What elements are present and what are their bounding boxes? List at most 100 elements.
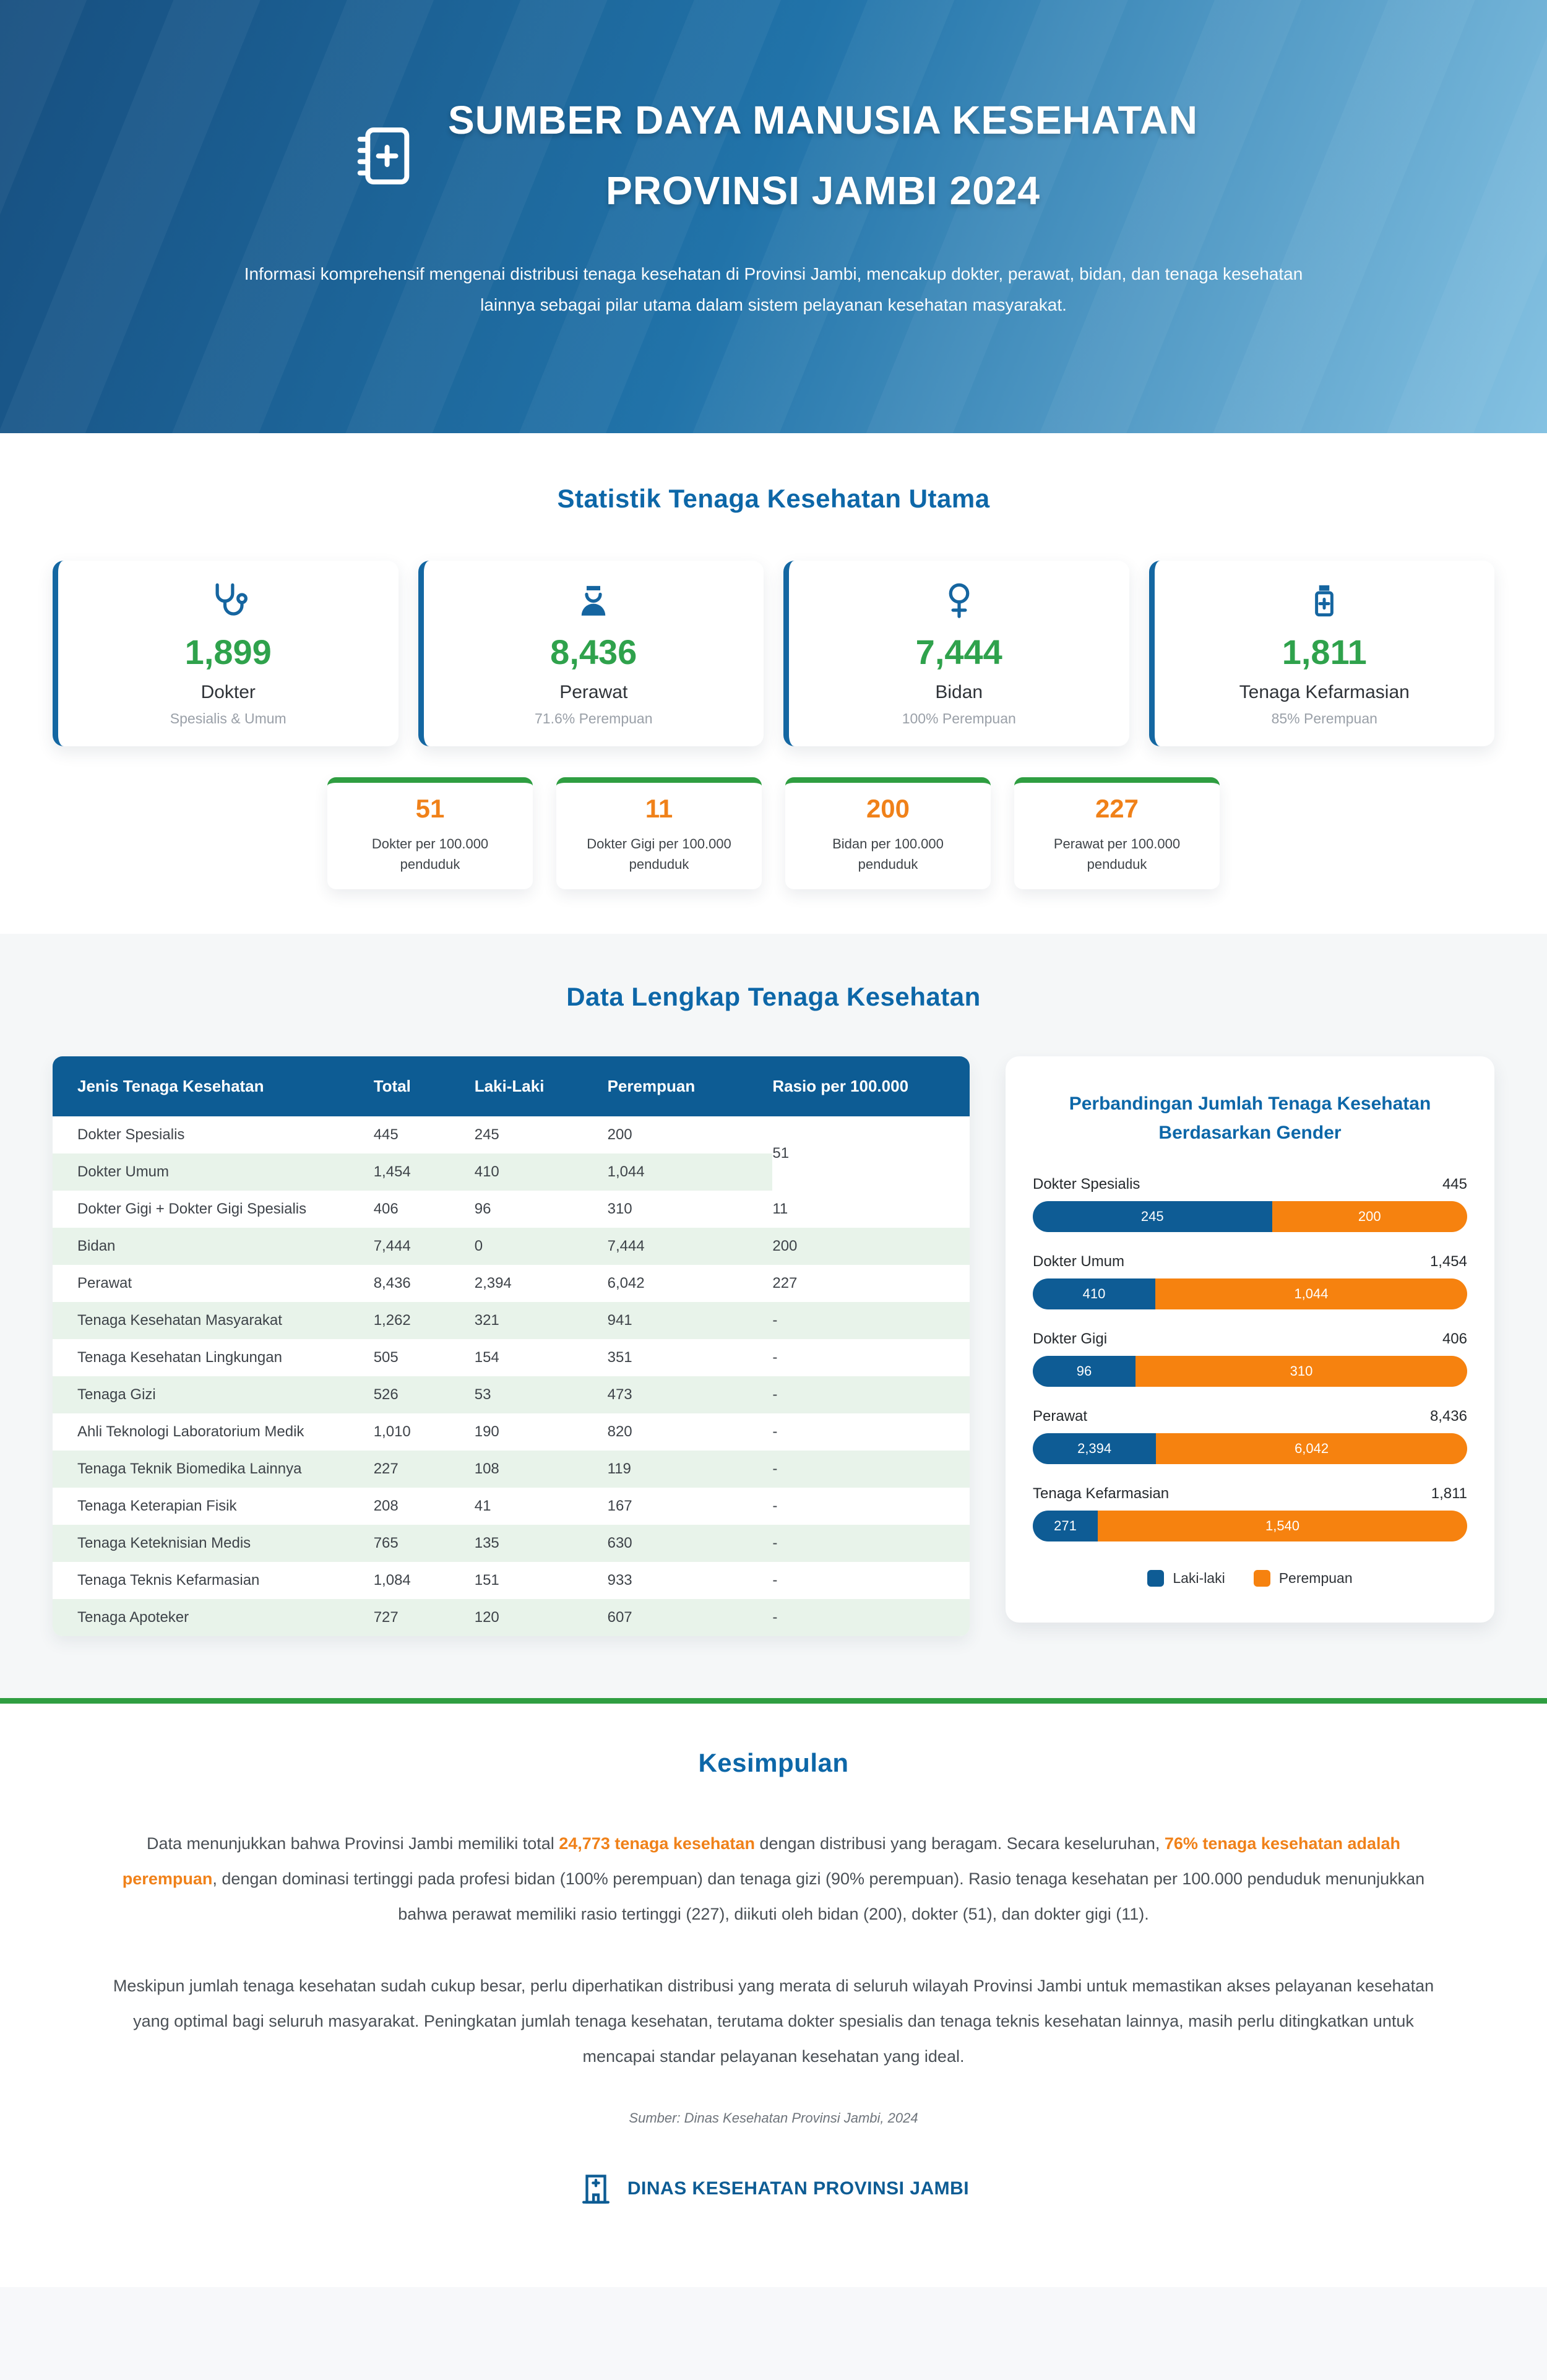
ratio-value: 227: [1095, 794, 1139, 823]
stacked-bar: 96 310: [1033, 1356, 1467, 1387]
row-laki: 0: [474, 1238, 483, 1254]
row-laki: 108: [474, 1460, 499, 1477]
male-bar-segment: 2,394: [1033, 1433, 1157, 1464]
row-rasio: -: [772, 1572, 778, 1589]
hero-header: SUMBER DAYA MANUSIA KESEHATAN PROVINSI J…: [0, 0, 1547, 433]
stat-card-dokter: 1,899 Dokter Spesialis & Umum: [53, 561, 399, 746]
table-row: Tenaga Apoteker 727 120 607 -: [53, 1599, 970, 1636]
row-label: Ahli Teknologi Laboratorium Medik: [77, 1423, 304, 1440]
ratio-label: Dokter Gigi per 100.000 penduduk: [587, 836, 731, 872]
row-rasio: -: [772, 1349, 778, 1366]
row-label: Tenaga Keterapian Fisik: [77, 1498, 237, 1514]
stat-card-bidan: 7,444 Bidan 100% Perempuan: [783, 561, 1129, 746]
stacked-bar: 245 200: [1033, 1201, 1467, 1232]
row-perempuan: 1,044: [607, 1163, 645, 1180]
page-title-line1: SUMBER DAYA MANUSIA KESEHATAN: [448, 98, 1198, 142]
stat-sublabel: 100% Perempuan: [902, 710, 1016, 727]
row-label: Tenaga Apoteker: [77, 1609, 189, 1626]
medicine-bottle-icon: [1304, 580, 1345, 621]
ratio-value: 51: [415, 794, 445, 823]
ratio-value: 200: [866, 794, 910, 823]
row-laki: 135: [474, 1535, 499, 1551]
table-row: Perawat 8,436 2,394 6,042 227: [53, 1265, 970, 1302]
row-laki: 96: [474, 1201, 491, 1217]
column-header-jenis: Jenis Tenaga Kesehatan: [53, 1056, 374, 1116]
row-laki: 151: [474, 1572, 499, 1589]
bar-group: Dokter Umum 1,454 410 1,044: [1033, 1253, 1467, 1309]
row-label: Tenaga Keteknisian Medis: [77, 1535, 251, 1551]
conclusion-text: dengan distribusi yang beragam. Secara k…: [754, 1834, 1165, 1853]
row-perempuan: 200: [607, 1126, 632, 1143]
conclusion-paragraph-1: Data menunjukkan bahwa Provinsi Jambi me…: [105, 1826, 1442, 1933]
ratio-cards-row: 51 Dokter per 100.000 penduduk 11 Dokter…: [53, 777, 1494, 889]
stat-card-kefarmasian: 1,811 Tenaga Kefarmasian 85% Perempuan: [1148, 561, 1494, 746]
stat-value: 1,811: [1282, 632, 1367, 671]
male-bar-segment: 96: [1033, 1356, 1136, 1387]
female-symbol-icon: [939, 580, 980, 621]
bar-label-row: Dokter Umum 1,454: [1033, 1253, 1467, 1270]
bar-label-row: Dokter Spesialis 445: [1033, 1176, 1467, 1193]
stat-label: Perawat: [559, 682, 628, 702]
bar-group: Dokter Spesialis 445 245 200: [1033, 1176, 1467, 1232]
ratio-card-bidan: 200 Bidan per 100.000 penduduk: [785, 777, 991, 889]
row-label: Dokter Umum: [77, 1163, 170, 1180]
data-section-title: Data Lengkap Tenaga Kesehatan: [566, 982, 981, 1011]
table-row: Tenaga Keteknisian Medis 765 135 630 -: [53, 1525, 970, 1562]
row-total: 765: [373, 1535, 399, 1551]
conclusion-paragraph-2: Meskipun jumlah tenaga kesehatan sudah c…: [113, 1976, 1434, 2066]
female-bar-segment: 200: [1272, 1201, 1467, 1232]
bar-category-label: Dokter Umum: [1033, 1253, 1125, 1270]
nurse-icon: [573, 580, 614, 621]
bar-category-label: Perawat: [1033, 1408, 1088, 1425]
row-perempuan: 933: [607, 1572, 632, 1589]
column-header-laki: Laki-Laki: [474, 1056, 608, 1116]
source-note: Sumber: Dinas Kesehatan Provinsi Jambi, …: [629, 2110, 918, 2126]
row-label: Tenaga Gizi: [77, 1386, 156, 1403]
row-laki: 53: [474, 1386, 491, 1403]
row-total: 526: [373, 1386, 399, 1403]
bar-group: Tenaga Kefarmasian 1,811 271 1,540: [1033, 1485, 1467, 1541]
stacked-bar: 271 1,540: [1033, 1511, 1467, 1541]
row-perempuan: 310: [607, 1201, 632, 1217]
ratio-label: Bidan per 100.000 penduduk: [832, 836, 944, 872]
stats-section: Statistik Tenaga Kesehatan Utama 1,899 D…: [0, 433, 1547, 934]
female-legend-swatch: [1253, 1570, 1270, 1587]
stethoscope-icon: [208, 580, 249, 621]
bar-total-value: 1,454: [1429, 1253, 1467, 1270]
row-total: 7,444: [373, 1238, 411, 1254]
row-total: 1,084: [373, 1572, 411, 1589]
table-row: Tenaga Teknis Kefarmasian 1,084 151 933 -: [53, 1562, 970, 1599]
column-header-total: Total: [373, 1056, 475, 1116]
male-bar-segment: 410: [1033, 1278, 1155, 1309]
legend-label-male: Laki-laki: [1173, 1570, 1225, 1586]
gender-chart-card: Perbandingan Jumlah Tenaga Kesehatan Ber…: [1006, 1056, 1494, 1623]
row-laki: 321: [474, 1312, 499, 1329]
row-perempuan: 820: [607, 1423, 632, 1440]
ratio-value: 11: [645, 794, 673, 823]
row-label: Tenaga Kesehatan Masyarakat: [77, 1312, 282, 1329]
row-label: Tenaga Teknis Kefarmasian: [77, 1572, 260, 1589]
male-bar-segment: 271: [1033, 1511, 1098, 1541]
male-bar-segment: 245: [1033, 1201, 1272, 1232]
row-rasio: -: [772, 1498, 778, 1514]
row-laki: 41: [474, 1498, 491, 1514]
row-perempuan: 7,444: [607, 1238, 645, 1254]
row-rasio: -: [772, 1312, 778, 1329]
row-total: 1,010: [373, 1423, 411, 1440]
ratio-label: Perawat per 100.000 penduduk: [1053, 836, 1181, 872]
bar-total-value: 445: [1442, 1176, 1467, 1192]
row-total: 1,454: [373, 1163, 411, 1180]
ratio-card-perawat: 227 Perawat per 100.000 penduduk: [1014, 777, 1220, 889]
column-header-perempuan: Perempuan: [607, 1056, 773, 1116]
table-row: Dokter Gigi + Dokter Gigi Spesialis 406 96…: [53, 1191, 970, 1228]
footer-band: [0, 2287, 1547, 2380]
table-row: Dokter Spesialis 445 245 200 51: [53, 1116, 970, 1191]
row-rasio: -: [772, 1535, 778, 1551]
legend-item-female: Perempuan: [1253, 1570, 1353, 1587]
row-total: 406: [373, 1201, 399, 1217]
female-bar-segment: 6,042: [1156, 1433, 1467, 1464]
health-workforce-table: Jenis Tenaga Kesehatan Total Laki-Laki P…: [53, 1056, 970, 1636]
row-label: Bidan: [77, 1238, 116, 1254]
bar-label-row: Perawat 8,436: [1033, 1408, 1467, 1425]
row-rasio: -: [772, 1609, 778, 1626]
